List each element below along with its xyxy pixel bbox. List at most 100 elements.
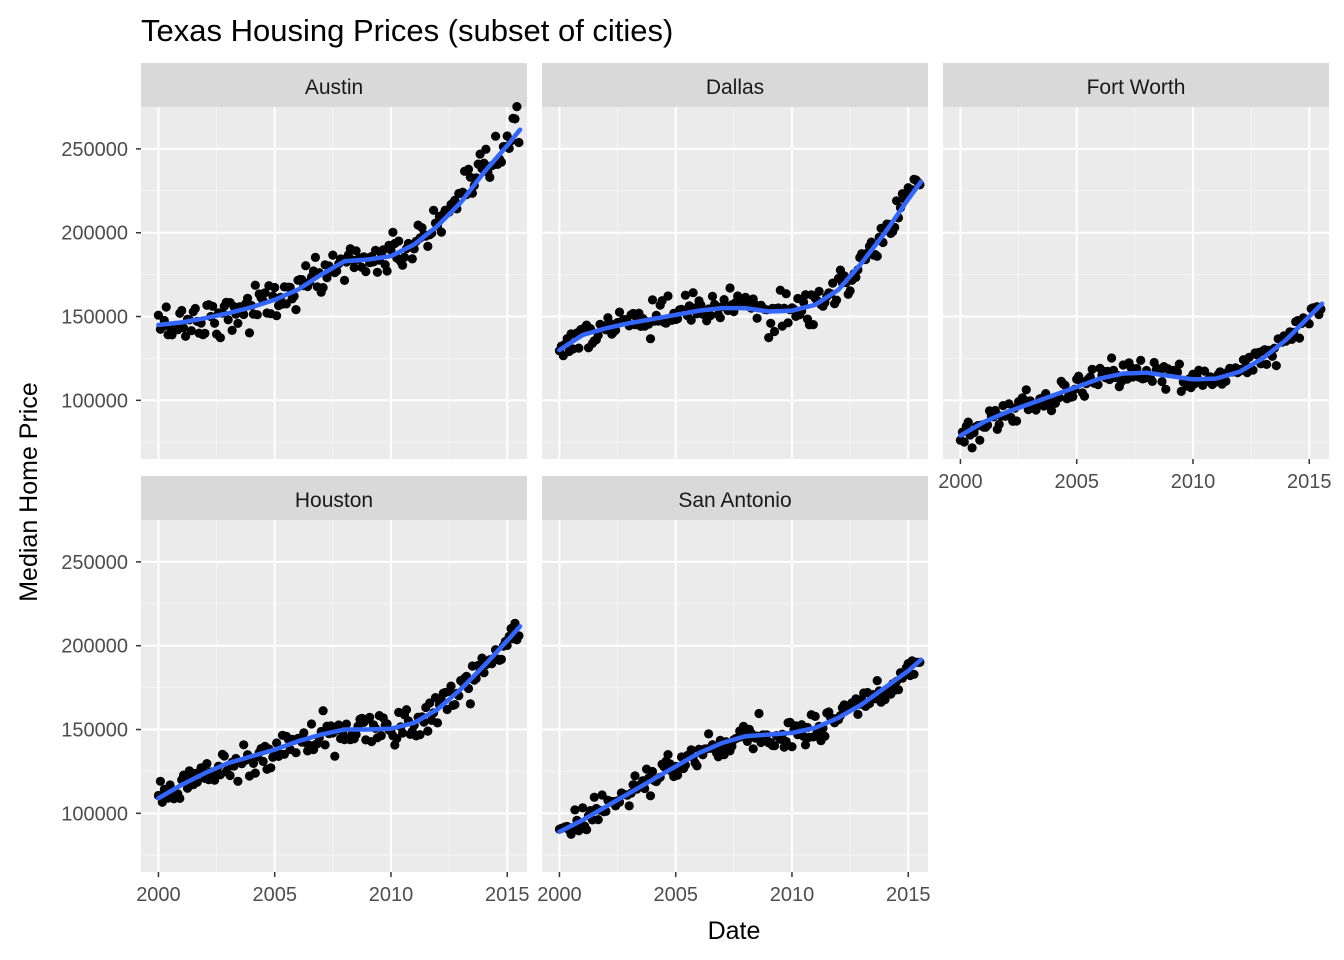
x-tick-label: 2000 bbox=[136, 884, 181, 906]
data-point bbox=[995, 420, 1004, 429]
data-point bbox=[570, 805, 579, 814]
panel-houston: Houston 100000 150000 200000 250000 2000 2005 2… bbox=[61, 476, 529, 906]
y-tick-label: 100000 bbox=[61, 803, 128, 825]
x-tick-label: 2005 bbox=[1054, 471, 1099, 493]
data-point bbox=[272, 311, 281, 320]
data-point bbox=[749, 744, 758, 753]
panel-background bbox=[141, 520, 527, 872]
data-point bbox=[1262, 360, 1271, 369]
data-point bbox=[464, 165, 473, 174]
data-point bbox=[466, 699, 475, 708]
data-point bbox=[437, 228, 446, 237]
data-point bbox=[251, 769, 260, 778]
data-point bbox=[1136, 356, 1145, 365]
data-point bbox=[648, 295, 657, 304]
data-point bbox=[319, 283, 328, 292]
data-point bbox=[766, 319, 775, 328]
data-point bbox=[782, 289, 791, 298]
data-point bbox=[510, 114, 519, 123]
data-point bbox=[340, 276, 349, 285]
data-point bbox=[784, 318, 793, 327]
data-point bbox=[156, 777, 165, 786]
data-point bbox=[291, 748, 300, 757]
data-point bbox=[811, 712, 820, 721]
data-point bbox=[373, 268, 382, 277]
data-point bbox=[692, 761, 701, 770]
data-point bbox=[450, 700, 459, 709]
data-point bbox=[361, 267, 370, 276]
data-point bbox=[233, 777, 242, 786]
x-tick-label: 2015 bbox=[485, 884, 530, 906]
data-point bbox=[1022, 385, 1031, 394]
data-point bbox=[400, 253, 409, 262]
data-point bbox=[497, 655, 506, 664]
x-tick-label: 2000 bbox=[537, 884, 582, 906]
data-point bbox=[1107, 353, 1116, 362]
strip-label: Austin bbox=[305, 76, 363, 99]
data-point bbox=[491, 132, 500, 141]
strip-label: San Antonio bbox=[678, 489, 791, 512]
data-point bbox=[646, 334, 655, 343]
data-point bbox=[663, 291, 672, 300]
data-point bbox=[968, 443, 977, 452]
data-point bbox=[162, 302, 171, 311]
data-point bbox=[224, 315, 233, 324]
y-tick-label: 150000 bbox=[61, 307, 128, 329]
y-axis-title: Median Home Price bbox=[15, 382, 43, 602]
panel-fort-worth: Fort Worth2000 2005 2010 2015 bbox=[938, 63, 1331, 493]
data-point bbox=[220, 751, 229, 760]
data-point bbox=[582, 825, 591, 834]
data-point bbox=[307, 719, 316, 728]
data-point bbox=[394, 237, 403, 246]
data-point bbox=[630, 771, 639, 780]
data-point bbox=[239, 740, 248, 749]
data-point bbox=[210, 319, 219, 328]
data-point bbox=[299, 728, 308, 737]
x-tick-label: 2005 bbox=[252, 884, 297, 906]
data-point bbox=[321, 740, 330, 749]
strip-label: Fort Worth bbox=[1087, 76, 1186, 99]
data-point bbox=[291, 305, 300, 314]
panel-san-antonio: San Antonio 2000 2005 2010 2015 bbox=[537, 476, 930, 906]
panel-background bbox=[542, 107, 928, 459]
y-tick-label: 200000 bbox=[61, 223, 128, 245]
data-point bbox=[815, 287, 824, 296]
data-point bbox=[1148, 377, 1157, 386]
data-point bbox=[512, 102, 521, 111]
x-tick-label: 2010 bbox=[770, 884, 815, 906]
data-point bbox=[625, 801, 634, 810]
data-point bbox=[251, 281, 260, 290]
y-tick-label: 200000 bbox=[61, 636, 128, 658]
data-point bbox=[1012, 416, 1021, 425]
data-point bbox=[514, 138, 523, 147]
data-point bbox=[975, 436, 984, 445]
data-point bbox=[770, 327, 779, 336]
data-point bbox=[423, 242, 432, 251]
y-tick-label: 150000 bbox=[61, 720, 128, 742]
data-point bbox=[328, 251, 337, 260]
panel-austin: Austin 100000 150000 200000 250000 bbox=[61, 63, 527, 459]
data-point bbox=[873, 252, 882, 261]
data-point bbox=[175, 794, 184, 803]
data-point bbox=[311, 253, 320, 262]
x-tick-label: 2005 bbox=[653, 884, 698, 906]
chart-title: Texas Housing Prices (subset of cities) bbox=[141, 13, 673, 48]
x-tick-label: 2015 bbox=[1287, 471, 1332, 493]
data-point bbox=[402, 705, 411, 714]
data-point bbox=[753, 314, 762, 323]
strip-label: Houston bbox=[295, 489, 373, 512]
data-point bbox=[226, 771, 235, 780]
data-point bbox=[594, 815, 603, 824]
data-point bbox=[398, 728, 407, 737]
data-point bbox=[894, 685, 903, 694]
strip-label: Dallas bbox=[706, 76, 764, 99]
data-point bbox=[319, 706, 328, 715]
data-point bbox=[1272, 361, 1281, 370]
data-point bbox=[398, 261, 407, 270]
x-tick-label: 2015 bbox=[886, 884, 931, 906]
data-point bbox=[270, 283, 279, 292]
data-point bbox=[423, 727, 432, 736]
panel-background bbox=[141, 107, 527, 459]
data-point bbox=[853, 710, 862, 719]
